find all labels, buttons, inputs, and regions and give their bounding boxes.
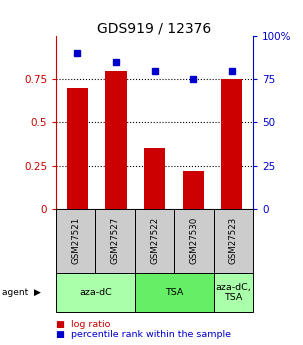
Bar [144, 148, 165, 209]
Bar [67, 88, 88, 209]
Text: GSM27530: GSM27530 [189, 217, 198, 264]
Text: GSM27521: GSM27521 [71, 217, 80, 264]
Title: GDS919 / 12376: GDS919 / 12376 [97, 21, 212, 35]
Text: aza-dC: aza-dC [79, 288, 112, 297]
Text: GSM27527: GSM27527 [111, 217, 120, 264]
Text: TSA: TSA [165, 288, 183, 297]
Text: ■  log ratio: ■ log ratio [56, 321, 110, 329]
Text: agent  ▶: agent ▶ [2, 288, 40, 297]
Text: ■  percentile rank within the sample: ■ percentile rank within the sample [56, 330, 231, 339]
Bar [221, 79, 242, 209]
Text: aza-dC,
TSA: aza-dC, TSA [215, 283, 251, 302]
Text: GSM27523: GSM27523 [229, 217, 238, 264]
Text: GSM27522: GSM27522 [150, 217, 159, 264]
Bar [182, 171, 204, 209]
Bar [105, 71, 127, 209]
